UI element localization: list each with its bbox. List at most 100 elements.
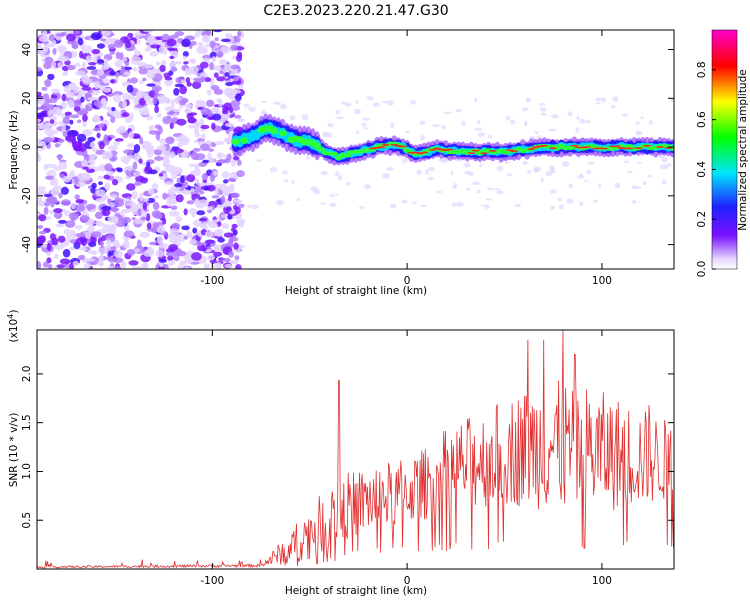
spectral-blob [204, 186, 210, 191]
ridge-segment [420, 151, 429, 154]
spectral-blob [291, 179, 295, 185]
spectral-blob [37, 91, 42, 97]
spectral-blob [217, 237, 225, 243]
spectral-blob [171, 222, 181, 229]
spectral-blob [230, 192, 240, 199]
ridge-segment [330, 152, 339, 157]
spectral-blob [75, 98, 82, 108]
spectral-blob [179, 175, 185, 184]
spectral-blob [235, 54, 243, 63]
spectral-blob [132, 66, 138, 72]
spectral-blob [133, 171, 141, 177]
spectral-blob [401, 158, 408, 164]
ridge-segment [527, 148, 536, 150]
spectral-blob [146, 115, 153, 121]
spectral-blob [155, 249, 165, 258]
spectral-blob [186, 174, 196, 183]
spectral-blob [576, 116, 580, 121]
spectral-blob [212, 219, 219, 223]
spectral-blob [153, 149, 163, 156]
spectral-blob [179, 104, 184, 109]
spectral-blob [190, 58, 197, 64]
spectral-blob [43, 206, 49, 215]
spectral-blob [152, 222, 160, 228]
spectral-blob [110, 116, 116, 124]
y-tick-label: 0.5 [21, 512, 33, 529]
spectral-blob [173, 113, 178, 118]
ridge-segment [625, 147, 634, 150]
spectral-blob [58, 219, 67, 224]
spectral-blob [162, 217, 167, 225]
spectral-blob [551, 114, 559, 119]
x-tick-label: -100 [200, 575, 224, 587]
spectral-blob [460, 120, 466, 126]
spectral-blob [231, 80, 242, 85]
spectral-blob [221, 109, 229, 115]
spectral-blob [138, 68, 148, 75]
spectral-blob [41, 102, 51, 110]
spectral-blob [162, 158, 170, 166]
spectral-blob [173, 253, 180, 262]
spectral-blob [214, 37, 219, 42]
spectral-blob [200, 143, 211, 151]
x-tick-label: 0 [404, 275, 411, 287]
spectral-blob [75, 233, 86, 238]
spectral-blob [456, 201, 464, 207]
ridge-segment [343, 153, 352, 158]
spectral-blob [121, 216, 131, 224]
spectral-blob [231, 104, 241, 111]
spectral-blob [195, 100, 206, 104]
spectral-blob [214, 187, 219, 196]
spectral-blob [37, 112, 47, 117]
spectral-blob [131, 190, 138, 200]
spectral-blob [95, 211, 103, 220]
spectral-blob [176, 118, 187, 126]
spectral-blob [107, 265, 114, 269]
ridge-segment [634, 147, 643, 149]
spectral-blob [85, 55, 93, 63]
spectral-blob [82, 128, 93, 137]
spectral-blob [65, 91, 75, 99]
spectral-blob [87, 185, 93, 190]
spectral-blob [206, 89, 212, 96]
y-tick-label: 0 [21, 144, 33, 151]
spectral-blob [74, 176, 79, 185]
spectral-blob [57, 154, 62, 161]
spectral-blob [87, 249, 93, 254]
spectral-blob [193, 163, 200, 170]
spectral-blob [129, 112, 134, 121]
spectral-blob [74, 30, 81, 35]
spectral-blob [102, 223, 112, 233]
spectral-blob [181, 225, 190, 231]
spectral-blob [337, 175, 343, 181]
spectral-blob [120, 155, 131, 164]
spectral-blob [635, 130, 643, 136]
spectral-blob [134, 181, 142, 186]
spectral-blob [225, 206, 232, 212]
spectral-blob [184, 104, 194, 108]
spectral-blob [169, 200, 176, 205]
spectral-blob [222, 187, 231, 196]
spectral-blob [389, 203, 397, 209]
spectral-blob [144, 63, 153, 69]
spectral-blob [269, 167, 278, 173]
spectral-blob [306, 156, 311, 160]
snr-y-label: SNR (10 * v/v) [8, 413, 20, 488]
spectral-blob [121, 112, 130, 117]
spectral-blob [200, 124, 210, 130]
spectral-blob [419, 120, 426, 126]
spectral-blob [524, 120, 528, 127]
spectral-blob [120, 260, 127, 269]
spectral-blob [155, 132, 161, 141]
spectral-blob [420, 204, 427, 208]
spectral-blob [248, 106, 256, 112]
spectral-blob [229, 185, 235, 193]
spectral-blob [75, 237, 86, 245]
spectral-blob [200, 61, 209, 69]
spectral-blob [329, 193, 335, 198]
spectral-blob [228, 251, 235, 258]
spectral-blob [158, 44, 167, 54]
spectral-blob [363, 127, 370, 130]
ridge-segment [270, 127, 279, 135]
spectral-blob [386, 167, 394, 171]
